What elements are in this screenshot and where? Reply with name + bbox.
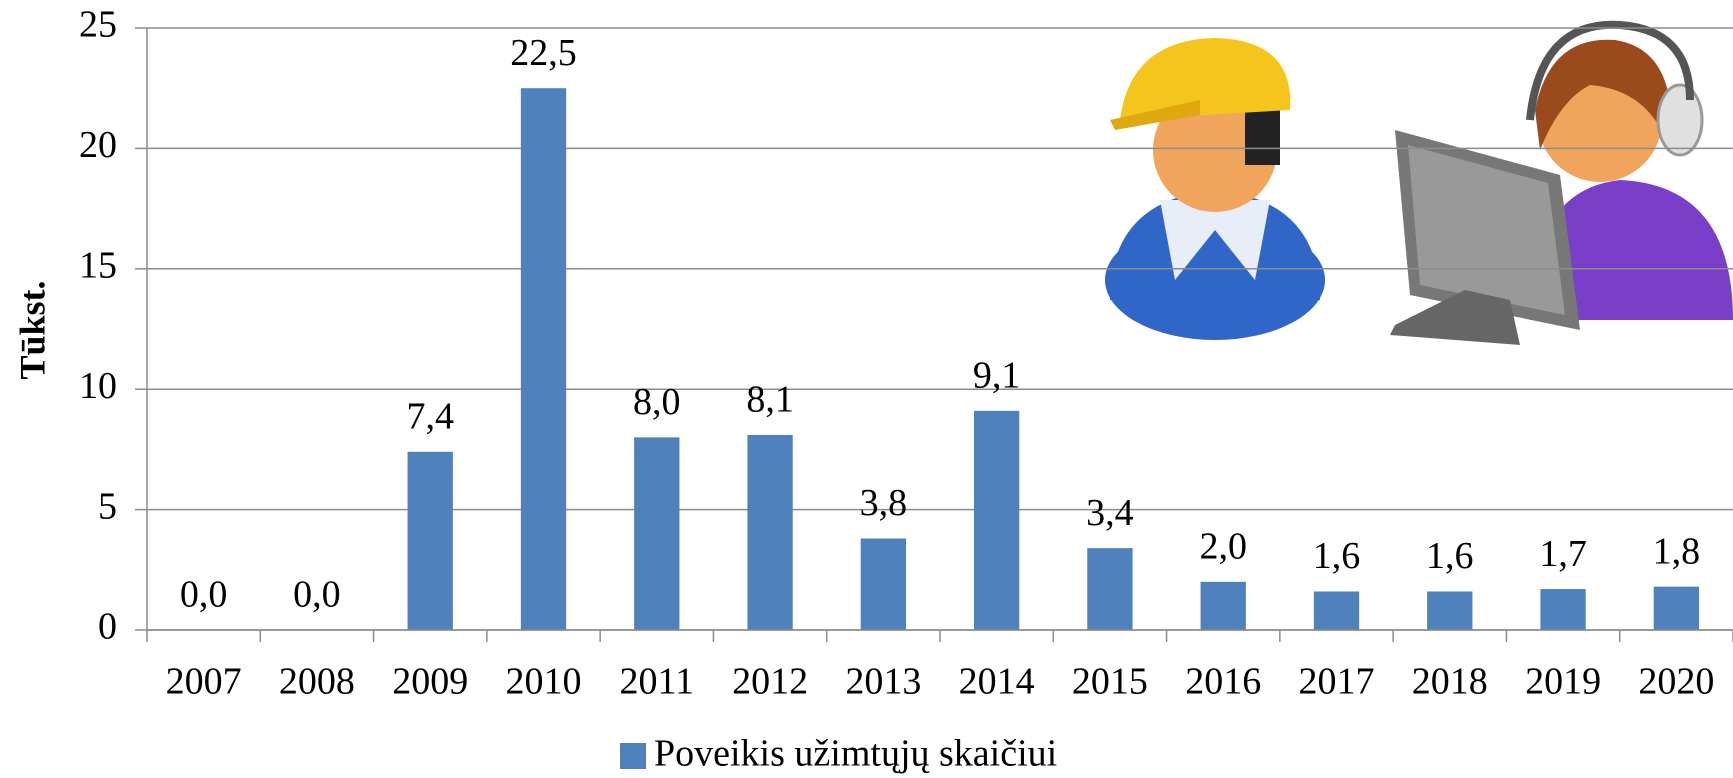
x-tick-label: 2019 [1525, 661, 1601, 703]
bar [1314, 591, 1359, 630]
x-tick-label: 2017 [1299, 661, 1375, 703]
bar [634, 437, 679, 630]
chart: Tūkst. 0 5 10 15 20 25 2007 2008 2009 2010 2011 201… [0, 0, 1733, 778]
bar [1427, 591, 1472, 630]
value-label: 1,8 [1653, 530, 1701, 572]
x-tick-label: 2009 [392, 661, 468, 703]
x-tick-label: 2008 [279, 661, 355, 703]
bar [521, 88, 566, 630]
value-label: 0,0 [180, 574, 228, 616]
y-tick-label: 10 [79, 365, 117, 407]
x-tick-label: 2018 [1412, 661, 1488, 703]
y-axis-label: Tūkst. [12, 280, 52, 379]
value-label: 7,4 [406, 396, 454, 438]
legend-label: Poveikis užimtųjų skaičiui [654, 733, 1057, 775]
value-label: 0,0 [293, 574, 341, 616]
x-tick-label: 2013 [845, 661, 921, 703]
value-label: 9,1 [973, 355, 1021, 397]
x-tick-label: 2016 [1185, 661, 1261, 703]
y-tick-label: 25 [79, 4, 117, 46]
value-label: 8,1 [746, 379, 794, 421]
value-label: 1,7 [1539, 533, 1587, 575]
bar [861, 538, 906, 630]
bar [1540, 589, 1585, 630]
value-label: 1,6 [1313, 535, 1361, 577]
worker-icon [1105, 38, 1325, 340]
value-label: 22,5 [510, 32, 577, 74]
x-tick-label: 2011 [619, 661, 694, 703]
bar [408, 452, 453, 630]
y-tick-label: 5 [98, 485, 117, 527]
value-label: 2,0 [1199, 526, 1247, 568]
bar [1201, 582, 1246, 630]
y-tick-label: 20 [79, 124, 117, 166]
x-tick-label: 2010 [506, 661, 582, 703]
bar [974, 411, 1019, 630]
value-label: 1,6 [1426, 535, 1474, 577]
x-tick-label: 2020 [1638, 661, 1714, 703]
x-tick-label: 2015 [1072, 661, 1148, 703]
bar [747, 435, 792, 630]
x-tick-label: 2012 [732, 661, 808, 703]
x-tick-label: 2007 [166, 661, 242, 703]
y-tick-label: 0 [98, 606, 117, 648]
x-tick-label: 2014 [959, 661, 1035, 703]
bar [1087, 548, 1132, 630]
bar [1654, 587, 1699, 630]
value-label: 3,8 [860, 482, 908, 524]
y-tick-label: 15 [79, 245, 117, 287]
legend-swatch [620, 743, 646, 769]
value-label: 8,0 [633, 381, 681, 423]
value-label: 3,4 [1086, 492, 1134, 534]
operator-icon [1390, 25, 1733, 345]
